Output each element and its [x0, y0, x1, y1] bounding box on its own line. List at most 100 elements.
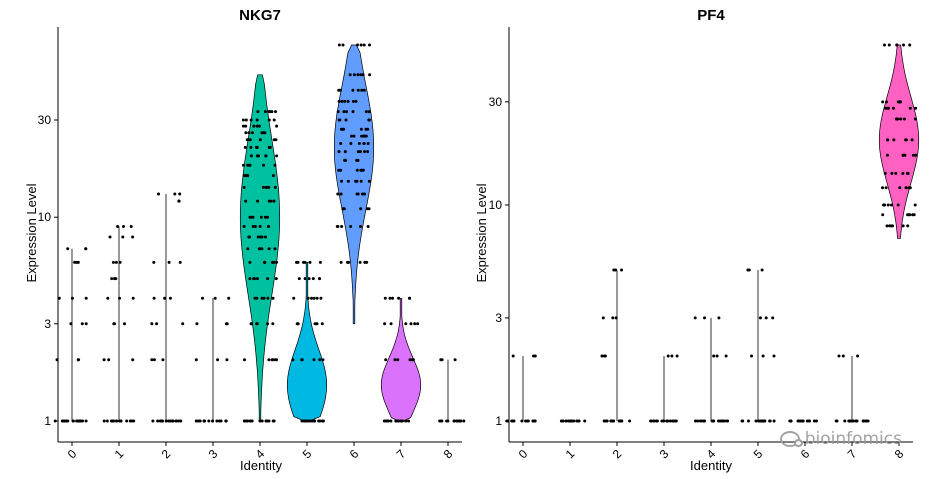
data-point — [249, 322, 253, 326]
data-point — [167, 260, 171, 264]
data-point — [253, 296, 257, 300]
data-point — [404, 322, 408, 326]
data-point — [359, 73, 363, 77]
data-point — [345, 110, 348, 114]
data-point — [150, 322, 154, 326]
data-point — [131, 296, 135, 300]
data-point — [399, 419, 403, 423]
data-point — [882, 203, 885, 207]
data-point — [292, 296, 296, 300]
data-point — [747, 268, 751, 272]
data-point — [152, 260, 156, 264]
data-point — [256, 199, 260, 203]
data-point — [267, 247, 271, 251]
data-point — [520, 419, 524, 423]
data-point — [808, 419, 811, 423]
data-point — [244, 124, 248, 128]
data-point — [583, 419, 587, 423]
data-point — [892, 138, 896, 142]
x-tick-label: 1 — [563, 446, 578, 461]
data-point — [694, 419, 697, 423]
data-point — [407, 419, 411, 423]
data-point — [358, 150, 362, 154]
data-point — [356, 43, 359, 47]
data-point — [266, 215, 269, 219]
data-point — [256, 110, 260, 114]
data-point — [722, 419, 726, 423]
data-point — [364, 134, 368, 138]
data-point — [913, 117, 917, 121]
data-point — [57, 296, 61, 300]
y-tick-label: 3 — [44, 317, 51, 331]
data-point — [740, 419, 744, 423]
data-point — [359, 207, 363, 211]
data-point — [266, 322, 270, 326]
data-point — [249, 118, 253, 122]
data-point — [901, 171, 905, 175]
data-point — [796, 419, 800, 423]
data-point — [351, 99, 355, 103]
data-point — [244, 118, 248, 122]
data-point — [854, 419, 858, 423]
data-point — [382, 419, 386, 423]
data-point — [84, 322, 88, 326]
data-point — [252, 277, 256, 281]
data-point — [655, 419, 659, 423]
data-point — [258, 225, 262, 228]
data-point — [131, 235, 135, 239]
data-point — [359, 43, 363, 47]
data-point — [693, 316, 697, 320]
data-point — [883, 43, 886, 47]
data-point — [881, 100, 885, 104]
data-point — [244, 131, 248, 135]
data-point — [105, 419, 109, 423]
data-point — [224, 322, 228, 326]
data-point — [255, 124, 259, 128]
data-point — [178, 192, 182, 196]
data-point — [318, 358, 322, 362]
data-point — [362, 134, 366, 138]
data-point — [668, 419, 672, 423]
data-point — [251, 225, 255, 228]
data-point — [244, 199, 248, 203]
data-point — [317, 419, 321, 423]
data-point — [84, 247, 88, 251]
data-point — [834, 419, 838, 423]
data-point — [215, 419, 219, 423]
data-point — [246, 247, 250, 251]
data-point — [342, 110, 346, 114]
data-point — [195, 322, 199, 326]
data-point — [242, 419, 246, 423]
data-point — [368, 43, 371, 47]
data-point — [305, 419, 309, 423]
data-point — [364, 127, 368, 131]
data-point — [896, 203, 900, 207]
violin-panel-nkg7: NKG7 Expression Level Identity 1 3 10 30 0 1 2… — [24, 7, 466, 473]
data-point — [368, 73, 372, 77]
data-point — [267, 118, 271, 122]
data-point — [319, 296, 323, 300]
data-point — [268, 145, 272, 149]
chart-title: NKG7 — [239, 7, 281, 24]
chart-title: PF4 — [697, 7, 725, 24]
data-point — [861, 419, 865, 423]
data-point — [340, 179, 343, 183]
data-point — [224, 419, 228, 423]
data-point — [389, 419, 393, 423]
data-point — [696, 419, 700, 423]
data-point — [366, 225, 370, 228]
data-point — [152, 358, 156, 362]
data-point — [167, 419, 171, 423]
data-point — [720, 419, 723, 423]
data-point — [346, 260, 349, 264]
data-point — [887, 43, 891, 47]
data-point — [747, 419, 750, 423]
data-point — [339, 127, 343, 131]
data-point — [455, 419, 459, 423]
data-point — [307, 277, 311, 281]
data-point — [258, 138, 262, 142]
data-point — [532, 354, 535, 358]
data-point — [904, 186, 908, 190]
data-point — [886, 153, 889, 157]
